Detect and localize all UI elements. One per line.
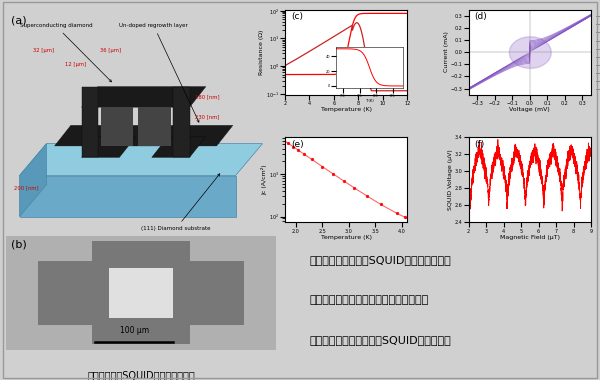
Text: 36 [μm]: 36 [μm]	[101, 48, 122, 54]
X-axis label: Voltage (mV): Voltage (mV)	[509, 107, 550, 112]
Polygon shape	[82, 137, 136, 157]
Polygon shape	[139, 107, 170, 146]
Polygon shape	[19, 176, 235, 217]
Polygon shape	[101, 107, 133, 146]
Y-axis label: SQUID Voltage (μV): SQUID Voltage (μV)	[448, 149, 453, 210]
Text: (e): (e)	[291, 140, 304, 149]
Text: (b): (b)	[11, 239, 27, 249]
Bar	[38, 261, 244, 325]
Text: (111) Diamond substrate: (111) Diamond substrate	[141, 174, 220, 231]
Polygon shape	[173, 87, 190, 157]
Bar	[109, 268, 173, 318]
Text: (f): (f)	[475, 140, 485, 149]
Text: 200 [nm]: 200 [nm]	[14, 185, 39, 190]
Text: 成功と液体ヘリウム温度以上で動作する: 成功と液体ヘリウム温度以上で動作する	[310, 295, 429, 305]
Polygon shape	[152, 137, 206, 157]
Bar	[92, 241, 190, 344]
Text: 180 [nm]: 180 [nm]	[195, 94, 220, 99]
Text: (a): (a)	[11, 16, 27, 26]
X-axis label: Temperature (K): Temperature (K)	[321, 107, 372, 112]
Polygon shape	[82, 87, 206, 107]
Text: Superconducting diamond: Superconducting diamond	[19, 23, 112, 82]
Text: 230 [nm]: 230 [nm]	[195, 114, 220, 120]
Text: 12 [μm]: 12 [μm]	[65, 62, 86, 67]
X-axis label: Magnetic Field (μT): Magnetic Field (μT)	[500, 235, 560, 240]
Text: Un-doped regrowth layer: Un-doped regrowth layer	[119, 23, 199, 122]
Text: 100 μm: 100 μm	[119, 326, 149, 335]
Text: (d): (d)	[475, 12, 487, 21]
Polygon shape	[19, 144, 47, 217]
Y-axis label: Current (mA): Current (mA)	[444, 32, 449, 73]
Polygon shape	[55, 125, 233, 146]
Polygon shape	[82, 87, 98, 157]
Text: ダイヤモンドSQUIDデバイスの構造: ダイヤモンドSQUIDデバイスの構造	[87, 370, 195, 380]
Polygon shape	[19, 144, 263, 176]
Y-axis label: Resistance (Ω): Resistance (Ω)	[259, 29, 265, 75]
Text: ジョセフソン接合およびSQUID動作の検証: ジョセフソン接合およびSQUID動作の検証	[310, 335, 451, 345]
X-axis label: Temperature (K): Temperature (K)	[321, 235, 372, 240]
Text: (c): (c)	[291, 12, 303, 21]
Text: 単結晶ダイヤモンドSQUIDデバイス動作の: 単結晶ダイヤモンドSQUIDデバイス動作の	[310, 255, 451, 265]
Y-axis label: Jc (A/cm²): Jc (A/cm²)	[261, 165, 267, 195]
Text: 32 [μm]: 32 [μm]	[33, 48, 54, 54]
